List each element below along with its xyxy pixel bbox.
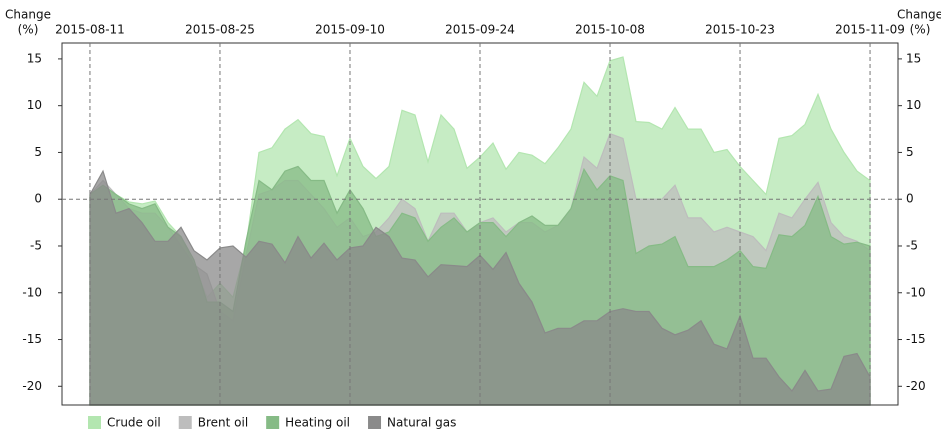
y2-tick-label: 15 xyxy=(906,51,921,65)
legend-swatch xyxy=(368,416,382,429)
y-tick-label: 15 xyxy=(27,51,42,65)
y-tick-label: -15 xyxy=(22,332,42,346)
y-tick-label: -5 xyxy=(30,238,42,252)
x-tick-label: 2015-10-08 xyxy=(575,23,645,37)
y-tick-label: 0 xyxy=(34,192,42,206)
y2-tick-label: -10 xyxy=(906,285,926,299)
y2-tick-label: -20 xyxy=(906,379,926,393)
y2-tick-label: 5 xyxy=(906,145,914,159)
y2-tick-label: 10 xyxy=(906,98,921,112)
y-tick-label: -20 xyxy=(22,379,42,393)
x-tick-label: 2015-09-10 xyxy=(315,23,385,37)
y2-tick-label: 0 xyxy=(906,192,914,206)
legend-label: Crude oil xyxy=(107,416,161,430)
legend-swatch xyxy=(178,416,192,429)
y2-tick-label: -5 xyxy=(906,238,918,252)
y2-tick-label: -15 xyxy=(906,332,926,346)
x-tick-label: 2015-08-11 xyxy=(55,23,125,37)
x-tick-label: 2015-09-24 xyxy=(445,23,515,37)
y-tick-label: 10 xyxy=(27,98,42,112)
y2-axis-label: (%) xyxy=(910,23,931,37)
x-tick-label: 2015-11-09 xyxy=(835,23,905,37)
x-tick-label: 2015-08-25 xyxy=(185,23,255,37)
y-tick-label: 5 xyxy=(34,145,42,159)
legend-swatch xyxy=(266,416,280,429)
y-tick-label: -10 xyxy=(22,285,42,299)
y2-axis-label: Change xyxy=(897,8,941,22)
y-axis-label: (%) xyxy=(18,23,39,37)
x-tick-label: 2015-10-23 xyxy=(705,23,775,37)
legend-label: Brent oil xyxy=(198,416,248,430)
legend-label: Heating oil xyxy=(285,416,350,430)
legend-label: Natural gas xyxy=(387,416,456,430)
legend-swatch xyxy=(88,416,101,429)
y-axis-label: Change xyxy=(5,8,51,22)
